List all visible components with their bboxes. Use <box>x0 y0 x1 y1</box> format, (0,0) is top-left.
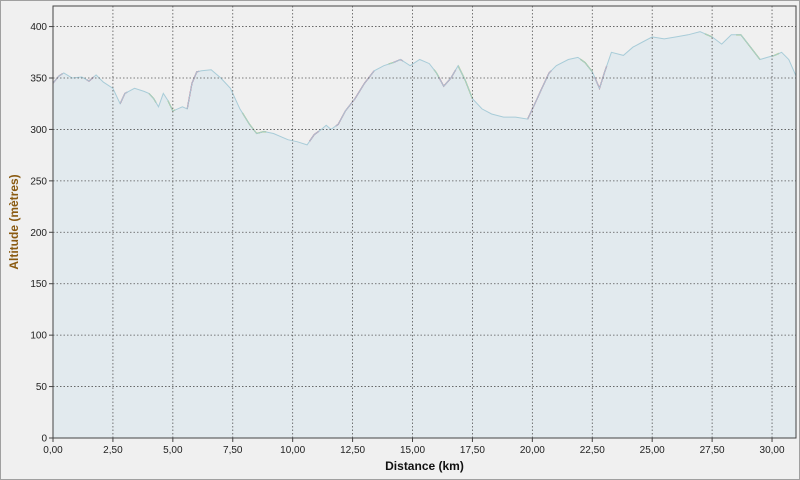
y-tick-label: 400 <box>30 22 47 33</box>
x-axis-ticks: 0,00 2,50 5,00 7,50 10,00 12,50 15,00 17,50 20,0… <box>43 438 785 456</box>
y-tick-label: 300 <box>30 125 47 136</box>
x-tick-label: 15,00 <box>400 445 425 456</box>
y-tick-label: 250 <box>30 176 47 187</box>
altitude-line <box>52 31 797 146</box>
x-tick-label: 0,00 <box>43 445 63 456</box>
plot-border <box>52 5 797 439</box>
y-tick-label: 150 <box>30 279 47 290</box>
x-tick-label: 30,00 <box>760 445 785 456</box>
y-tick-label: 50 <box>36 382 48 393</box>
y-axis-ticks: 0 50 100 150 200 250 300 350 400 <box>30 22 53 445</box>
x-tick-label: 25,00 <box>640 445 665 456</box>
x-tick-label: 2,50 <box>103 445 123 456</box>
x-axis-title: Distance (km) <box>385 459 464 473</box>
x-tick-label: 7,50 <box>223 445 243 456</box>
y-axis-title: Altitude (mètres) <box>7 174 21 269</box>
grid-lines <box>53 6 796 438</box>
x-tick-label: 27,50 <box>700 445 725 456</box>
x-tick-label: 22,50 <box>580 445 605 456</box>
x-tick-label: 12,50 <box>340 445 365 456</box>
y-tick-label: 0 <box>41 434 47 445</box>
y-tick-label: 200 <box>30 228 47 239</box>
altitude-area <box>53 31 796 438</box>
y-tick-label: 350 <box>30 74 47 85</box>
y-tick-label: 100 <box>30 331 47 342</box>
x-tick-label: 5,00 <box>163 445 183 456</box>
x-tick-label: 20,00 <box>520 445 545 456</box>
x-tick-label: 10,00 <box>280 445 305 456</box>
x-tick-label: 17,50 <box>460 445 485 456</box>
